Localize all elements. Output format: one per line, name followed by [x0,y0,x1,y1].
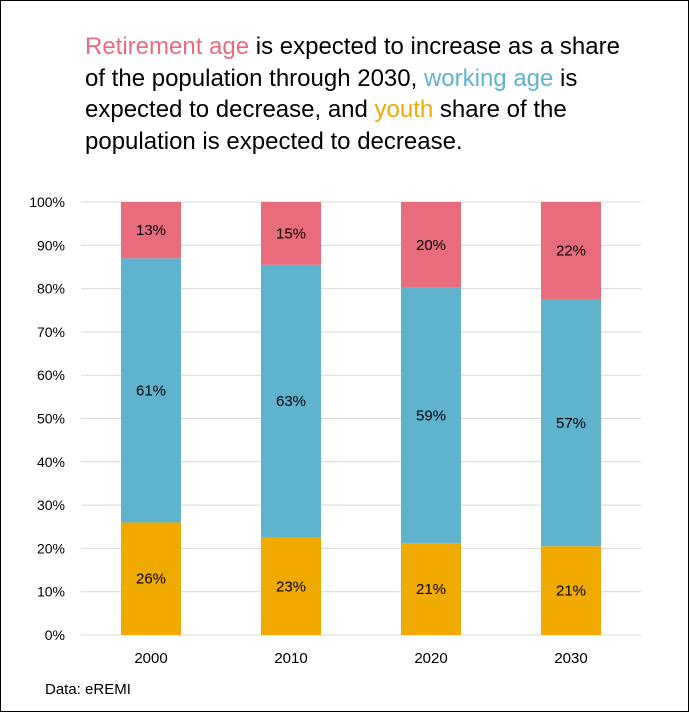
x-tick-label: 2010 [274,650,307,667]
bar-segment [261,264,321,538]
bar-segment [121,522,181,635]
headline-retirement-term: Retirement age [85,33,250,60]
y-tick-label: 0% [45,627,65,643]
data-label: 59% [416,407,446,424]
bar-segment [261,537,321,635]
y-tick-label: 30% [37,497,65,513]
bar-segment [121,258,181,523]
y-tick-label: 20% [37,540,65,556]
data-label: 13% [136,222,166,239]
headline-part-3: share of the population is expected to d… [85,96,567,155]
data-label: 21% [556,583,586,600]
bar-segment [541,202,601,300]
headline-youth-term: youth [374,96,434,123]
chart-headline: Retirement age is expected to increase a… [85,31,645,157]
data-label: 22% [556,243,586,260]
x-tick-label: 2020 [414,650,447,667]
x-tick-label: 2000 [134,650,167,667]
bar-segment [401,543,461,635]
y-tick-label: 60% [37,367,65,383]
bar-segment [541,299,601,547]
y-tick-label: 40% [37,454,65,470]
y-tick-label: 10% [37,584,65,600]
data-label: 21% [416,581,446,598]
bar-segment [121,202,181,259]
bar-segment [541,546,601,635]
y-tick-label: 90% [37,237,65,253]
bar-segment [261,202,321,265]
y-tick-label: 70% [37,324,65,340]
y-tick-label: 50% [37,411,65,427]
x-tick-label: 2030 [554,650,587,667]
bar-segment [401,202,461,288]
data-label: 61% [136,382,166,399]
data-label: 26% [136,571,166,588]
data-source-note: Data: eREMI [45,681,131,698]
headline-part-2: is expected to decrease, and [85,64,578,124]
data-label: 23% [276,578,306,595]
headline-working-term: working age [423,64,554,92]
data-label: 20% [416,237,446,254]
stacked-bar-chart: 0% 10% 20% 30% 40% 50% 60% 70% 80% 90% 100% 26% 61% 1… [29,194,641,667]
data-label: 15% [276,225,306,242]
bar-segment [401,287,461,544]
y-tick-label: 80% [37,281,65,297]
y-tick-label: 100% [29,194,65,210]
data-label: 57% [556,415,586,432]
data-label: 63% [276,393,306,410]
headline-part-1: is expected to increase as a share of th… [85,33,620,92]
